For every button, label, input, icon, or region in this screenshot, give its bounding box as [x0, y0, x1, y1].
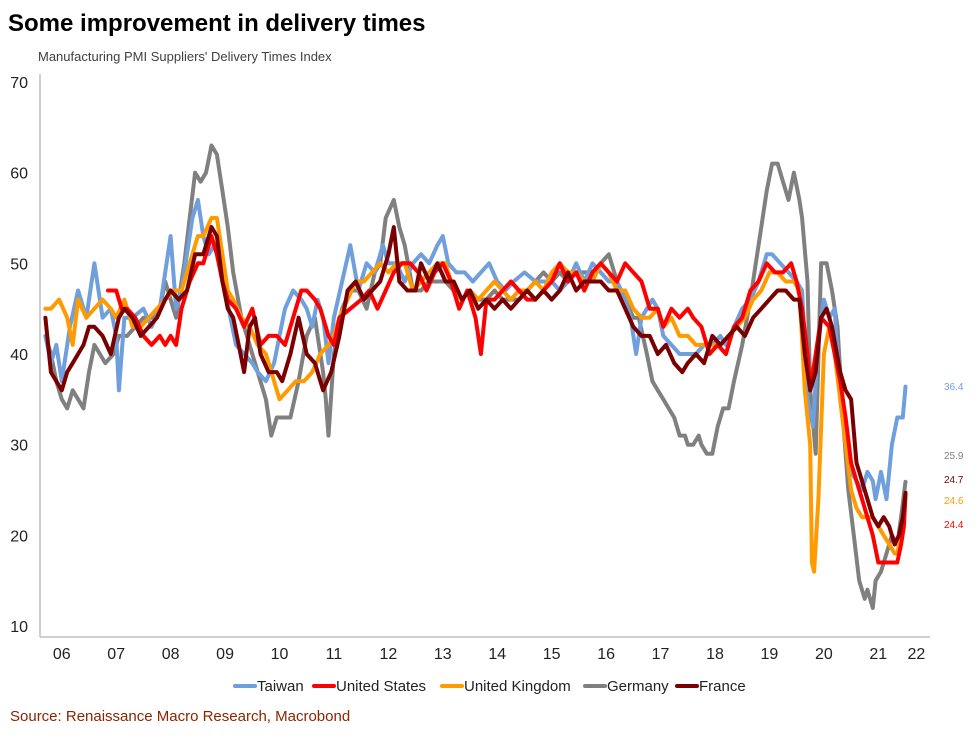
x-tick-label: 09: [216, 646, 234, 663]
x-tick-label: 12: [379, 646, 397, 663]
chart-subtitle: Manufacturing PMI Suppliers' Delivery Ti…: [38, 49, 332, 64]
end-label-united-states: 24.4: [944, 520, 964, 531]
axes: 10 20 30 40 50 60 70 06 07 08 09 10 11 12 13 14 15 16 17 18…: [10, 74, 930, 663]
y-tick-label: 20: [10, 528, 28, 545]
x-tick-label: 22: [907, 646, 925, 663]
chart-title: Some improvement in delivery times: [8, 10, 426, 37]
x-tick-label: 13: [434, 646, 452, 663]
x-tick-label: 11: [326, 646, 343, 663]
series-line-taiwan: [43, 197, 908, 502]
x-tick-label: 17: [652, 646, 670, 663]
source-note: Source: Renaissance Macro Research, Macr…: [10, 708, 351, 725]
legend-label-france: France: [699, 678, 746, 695]
x-tick-label: 10: [271, 646, 289, 663]
y-tick-label: 70: [10, 75, 28, 92]
y-tick-label: 60: [10, 166, 28, 183]
series-line-france: [43, 225, 908, 547]
y-tick-label: 30: [10, 438, 28, 455]
series-line-germany: [43, 143, 908, 610]
series-line-united-kingdom: [43, 216, 908, 574]
end-label-taiwan: 36.4: [944, 382, 964, 393]
legend-label-taiwan: Taiwan: [257, 678, 304, 695]
x-tick-label: 15: [543, 646, 561, 663]
x-tick-label: 21: [869, 646, 887, 663]
legend-label-united-kingdom: United Kingdom: [464, 678, 571, 695]
end-label-germany: 25.9: [944, 451, 964, 462]
legend-label-united-states: United States: [336, 678, 426, 695]
end-labels: 36.4 24.4 24.6 25.9 24.7: [944, 382, 964, 531]
y-tick-label: 40: [10, 347, 28, 364]
end-label-france: 24.7: [944, 475, 964, 486]
x-tick-label: 18: [706, 646, 724, 663]
x-tick-label: 14: [488, 646, 506, 663]
x-tick-label: 20: [815, 646, 833, 663]
y-tick-label: 10: [10, 619, 28, 636]
legend-label-germany: Germany: [607, 678, 669, 695]
x-tick-label: 08: [162, 646, 180, 663]
x-tick-label: 06: [53, 646, 71, 663]
x-tick-label: 16: [597, 646, 615, 663]
series-lines: [43, 143, 908, 610]
y-tick-label: 50: [10, 256, 28, 273]
x-tick-label: 07: [107, 646, 125, 663]
end-label-united-kingdom: 24.6: [944, 496, 964, 507]
legend: Taiwan United States United Kingdom Germany…: [233, 678, 746, 695]
x-tick-label: 19: [761, 646, 779, 663]
